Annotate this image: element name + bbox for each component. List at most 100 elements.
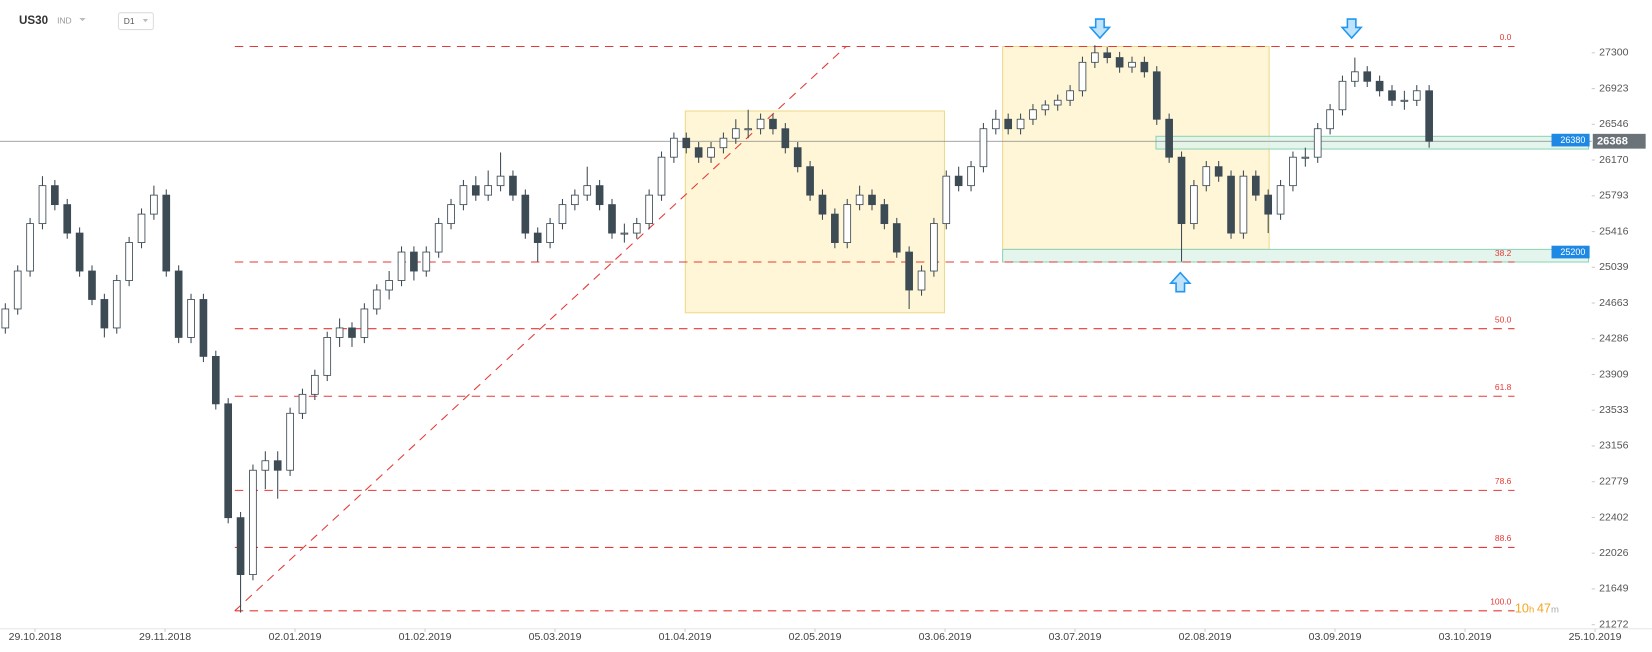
candle-body bbox=[756, 118, 765, 130]
candle-body bbox=[1412, 90, 1421, 101]
candle-body bbox=[1264, 194, 1273, 215]
y-tick-label: 23909 bbox=[1599, 368, 1629, 380]
interval-select[interactable] bbox=[117, 12, 154, 31]
zone-price-tag bbox=[1551, 133, 1590, 147]
header: US30 IND D1 bbox=[19, 12, 154, 31]
candle-body bbox=[1351, 71, 1359, 82]
last-price-label: 26368 bbox=[1597, 136, 1628, 148]
candle-body bbox=[1326, 109, 1334, 130]
x-tick-label: 01.04.2019 bbox=[659, 631, 712, 643]
arrows bbox=[1088, 18, 1363, 293]
y-tick-label: 21272 bbox=[1599, 618, 1629, 630]
candle-body bbox=[1041, 104, 1050, 111]
candle-body bbox=[1214, 166, 1223, 177]
candle-body bbox=[855, 194, 864, 206]
candle-body bbox=[397, 251, 406, 281]
x-tick-label: 01.02.2019 bbox=[399, 631, 452, 643]
fib-label: 61.8 bbox=[1495, 382, 1512, 392]
candle-body bbox=[1289, 156, 1297, 187]
candle-body bbox=[1388, 90, 1396, 101]
candle-body bbox=[942, 175, 951, 225]
y-tick-label: 26923 bbox=[1599, 82, 1629, 94]
zone-price-label: 25200 bbox=[1560, 247, 1585, 257]
candle-body bbox=[1400, 99, 1409, 102]
candle-body bbox=[88, 270, 96, 300]
y-tick-label: 27300 bbox=[1599, 47, 1629, 59]
candle-body bbox=[707, 147, 715, 158]
candle-body bbox=[1016, 118, 1025, 130]
candle-body bbox=[1152, 71, 1161, 120]
fib-trend-line bbox=[234, 46, 847, 612]
candle-body bbox=[509, 175, 517, 196]
candle-body bbox=[51, 185, 59, 206]
x-tick-label: 25.10.2019 bbox=[1569, 631, 1622, 643]
down-arrow bbox=[1340, 18, 1363, 40]
candle-body bbox=[63, 204, 72, 234]
fib-label: 88.6 bbox=[1495, 533, 1512, 543]
dropdown-icon[interactable] bbox=[79, 17, 86, 22]
pattern-box bbox=[684, 110, 945, 314]
candle-body bbox=[818, 194, 827, 215]
fib-label: 38.2 bbox=[1495, 248, 1512, 258]
candle-body bbox=[13, 270, 22, 310]
x-tick-label: 02.08.2019 bbox=[1179, 631, 1232, 643]
x-tick-label: 29.10.2018 bbox=[9, 631, 62, 643]
candle-body bbox=[583, 185, 592, 196]
candle-body bbox=[187, 299, 195, 338]
x-tick-label: 29.11.2018 bbox=[139, 631, 191, 643]
candle-body bbox=[1115, 57, 1124, 68]
interval: D1 bbox=[124, 16, 135, 26]
x-tick-label: 03.07.2019 bbox=[1049, 631, 1102, 643]
candle-body bbox=[967, 166, 975, 187]
candle-body bbox=[496, 175, 505, 187]
candle-body bbox=[1066, 90, 1074, 101]
zone-price-tag bbox=[1551, 245, 1590, 259]
candle-body bbox=[112, 280, 121, 329]
x-tick-label: 03.10.2019 bbox=[1439, 631, 1492, 643]
candle-body bbox=[682, 137, 691, 149]
candle-body bbox=[608, 204, 616, 234]
y-tick-label: 25793 bbox=[1599, 190, 1629, 202]
candle-body bbox=[125, 242, 133, 281]
x-tick-label: 03.09.2019 bbox=[1309, 631, 1362, 643]
candle-body bbox=[892, 223, 901, 253]
y-tick-label: 23533 bbox=[1599, 404, 1629, 416]
y-tick-label: 21649 bbox=[1599, 583, 1629, 595]
candle-body bbox=[199, 299, 208, 357]
candle-body bbox=[1338, 80, 1347, 111]
candle-body bbox=[249, 469, 257, 576]
candle-body bbox=[1165, 118, 1173, 158]
candle-body bbox=[1251, 175, 1260, 196]
candle-body bbox=[410, 251, 418, 272]
candle-body bbox=[459, 185, 468, 206]
candle-body bbox=[211, 355, 220, 405]
candle-body bbox=[298, 393, 307, 414]
candle-body bbox=[273, 460, 282, 471]
candle-body bbox=[26, 223, 34, 272]
candle-body bbox=[1103, 52, 1112, 59]
fib-label: 0.0 bbox=[1500, 32, 1512, 42]
y-tick-label: 22402 bbox=[1599, 511, 1629, 523]
candle-body bbox=[1091, 52, 1099, 63]
candle-body bbox=[348, 327, 356, 338]
dropdown-icon bbox=[142, 19, 149, 23]
y-tick-label: 22779 bbox=[1599, 476, 1629, 488]
candle-body bbox=[657, 156, 666, 196]
candle-body bbox=[546, 223, 554, 243]
candle-body bbox=[360, 308, 369, 338]
instrument-kind: IND bbox=[57, 15, 72, 25]
candle-body bbox=[335, 327, 344, 338]
candle-body bbox=[174, 270, 183, 338]
fib-label: 78.6 bbox=[1495, 476, 1512, 486]
candle-body bbox=[100, 299, 109, 329]
candle-body bbox=[806, 166, 814, 196]
fib-label: 100.0 bbox=[1490, 597, 1511, 607]
x-tick-label: 02.01.2019 bbox=[269, 631, 322, 643]
candle-body bbox=[533, 232, 542, 243]
candle-body bbox=[558, 204, 567, 225]
candle-body bbox=[930, 223, 938, 272]
candle-body bbox=[1313, 128, 1322, 158]
candle-body bbox=[286, 412, 294, 471]
candle-body bbox=[1202, 166, 1211, 187]
